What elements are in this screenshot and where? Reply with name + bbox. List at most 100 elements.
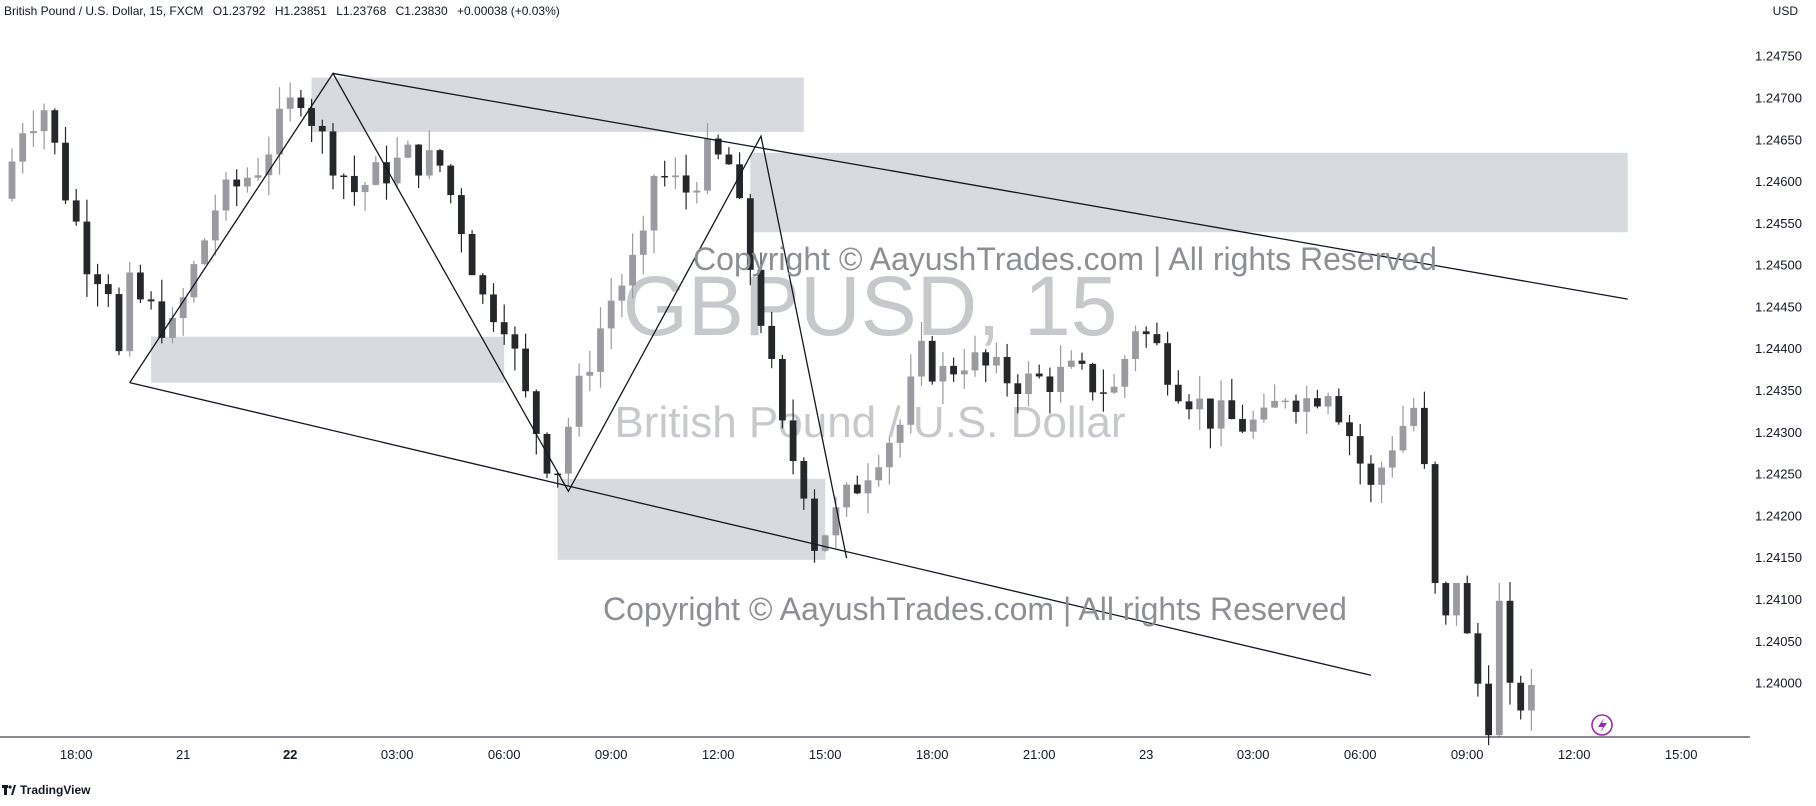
candle[interactable] bbox=[1089, 362, 1097, 401]
candle[interactable] bbox=[297, 89, 305, 117]
candle[interactable] bbox=[918, 322, 925, 387]
candle[interactable] bbox=[639, 215, 647, 275]
candle[interactable] bbox=[1239, 404, 1246, 434]
candle[interactable] bbox=[886, 437, 893, 485]
price-zone-4[interactable] bbox=[557, 478, 826, 560]
candle[interactable] bbox=[1185, 394, 1193, 420]
candle[interactable] bbox=[511, 326, 519, 371]
candle[interactable] bbox=[1356, 424, 1364, 485]
candle[interactable] bbox=[1463, 575, 1471, 634]
candle[interactable] bbox=[190, 260, 198, 303]
candle[interactable] bbox=[1303, 385, 1311, 434]
candle[interactable] bbox=[351, 155, 358, 206]
candle[interactable] bbox=[725, 147, 733, 165]
bolt-icon[interactable] bbox=[1591, 714, 1613, 736]
candle[interactable] bbox=[1517, 675, 1525, 720]
candle[interactable] bbox=[522, 333, 529, 398]
candle[interactable] bbox=[340, 173, 348, 200]
candle[interactable] bbox=[447, 164, 455, 204]
candle[interactable] bbox=[1335, 388, 1343, 425]
candle[interactable] bbox=[1014, 374, 1022, 414]
zigzag-line[interactable] bbox=[129, 72, 848, 559]
candle[interactable] bbox=[597, 307, 604, 388]
candle[interactable] bbox=[1164, 331, 1171, 396]
candle[interactable] bbox=[1453, 583, 1460, 626]
candle[interactable] bbox=[1003, 343, 1011, 397]
candle[interactable] bbox=[30, 110, 37, 148]
candle[interactable] bbox=[875, 454, 883, 487]
candle[interactable] bbox=[254, 157, 262, 181]
candle[interactable] bbox=[1410, 398, 1418, 432]
candle[interactable] bbox=[211, 194, 219, 256]
candle[interactable] bbox=[1506, 582, 1514, 705]
candle[interactable] bbox=[1485, 665, 1492, 746]
candle[interactable] bbox=[896, 419, 904, 458]
candle[interactable] bbox=[1100, 369, 1107, 412]
candle[interactable] bbox=[72, 189, 80, 226]
candle[interactable] bbox=[565, 417, 572, 487]
candle[interactable] bbox=[1142, 326, 1150, 348]
candle[interactable] bbox=[939, 352, 947, 405]
candle[interactable] bbox=[586, 350, 594, 392]
candle[interactable] bbox=[104, 274, 112, 307]
candle[interactable] bbox=[757, 252, 765, 334]
candle[interactable] bbox=[607, 278, 615, 350]
candle[interactable] bbox=[789, 399, 797, 475]
candle[interactable] bbox=[960, 348, 968, 389]
candle[interactable] bbox=[436, 148, 444, 173]
candle[interactable] bbox=[1388, 435, 1396, 478]
candle[interactable] bbox=[83, 199, 91, 297]
candle[interactable] bbox=[853, 475, 861, 495]
symbol-name[interactable]: British Pound / U.S. Dollar, 15, FXCM bbox=[4, 4, 204, 18]
candle[interactable] bbox=[693, 181, 701, 204]
candle[interactable] bbox=[393, 137, 401, 189]
candle[interactable] bbox=[714, 134, 722, 160]
candle[interactable] bbox=[19, 122, 27, 174]
candle[interactable] bbox=[1228, 378, 1236, 420]
candle[interactable] bbox=[276, 87, 283, 175]
candle[interactable] bbox=[361, 181, 369, 211]
candle[interactable] bbox=[94, 263, 101, 307]
candle[interactable] bbox=[8, 148, 16, 202]
candle[interactable] bbox=[1421, 391, 1428, 469]
candle[interactable] bbox=[383, 145, 390, 200]
candle[interactable] bbox=[137, 264, 144, 304]
candle[interactable] bbox=[1367, 455, 1375, 503]
candle[interactable] bbox=[1474, 622, 1482, 697]
candle[interactable] bbox=[115, 287, 123, 356]
candle[interactable] bbox=[779, 354, 786, 429]
candle[interactable] bbox=[265, 136, 273, 196]
candle[interactable] bbox=[993, 342, 1000, 374]
candle[interactable] bbox=[1314, 389, 1321, 409]
candle[interactable] bbox=[286, 82, 294, 122]
candle[interactable] bbox=[500, 304, 508, 345]
candle[interactable] bbox=[1207, 398, 1214, 449]
candle[interactable] bbox=[543, 432, 551, 478]
candle[interactable] bbox=[1399, 405, 1407, 453]
candle[interactable] bbox=[40, 103, 48, 150]
candle[interactable] bbox=[1292, 394, 1300, 424]
candle[interactable] bbox=[800, 457, 808, 510]
candle[interactable] bbox=[1431, 461, 1439, 594]
candle[interactable] bbox=[1495, 582, 1503, 738]
candle[interactable] bbox=[222, 171, 230, 221]
candle[interactable] bbox=[928, 335, 936, 385]
candle[interactable] bbox=[147, 291, 155, 310]
candle[interactable] bbox=[490, 283, 497, 332]
candle[interactable] bbox=[554, 472, 562, 488]
candle[interactable] bbox=[233, 169, 241, 207]
price-scale[interactable]: 1.24750 1.24700 1.24650 1.24600 1.24550 1.245… bbox=[1755, 49, 1802, 691]
candle[interactable] bbox=[372, 155, 380, 186]
price-zone-1[interactable] bbox=[311, 77, 804, 132]
candle[interactable] bbox=[425, 130, 433, 179]
candle[interactable] bbox=[907, 354, 915, 434]
candle[interactable] bbox=[318, 119, 326, 154]
candle[interactable] bbox=[1078, 352, 1086, 370]
candle[interactable] bbox=[479, 273, 487, 304]
candle[interactable] bbox=[458, 188, 465, 253]
candle[interactable] bbox=[329, 122, 337, 190]
candle[interactable] bbox=[1121, 355, 1129, 399]
candle[interactable] bbox=[704, 123, 711, 195]
price-zone-2[interactable] bbox=[750, 152, 1628, 233]
